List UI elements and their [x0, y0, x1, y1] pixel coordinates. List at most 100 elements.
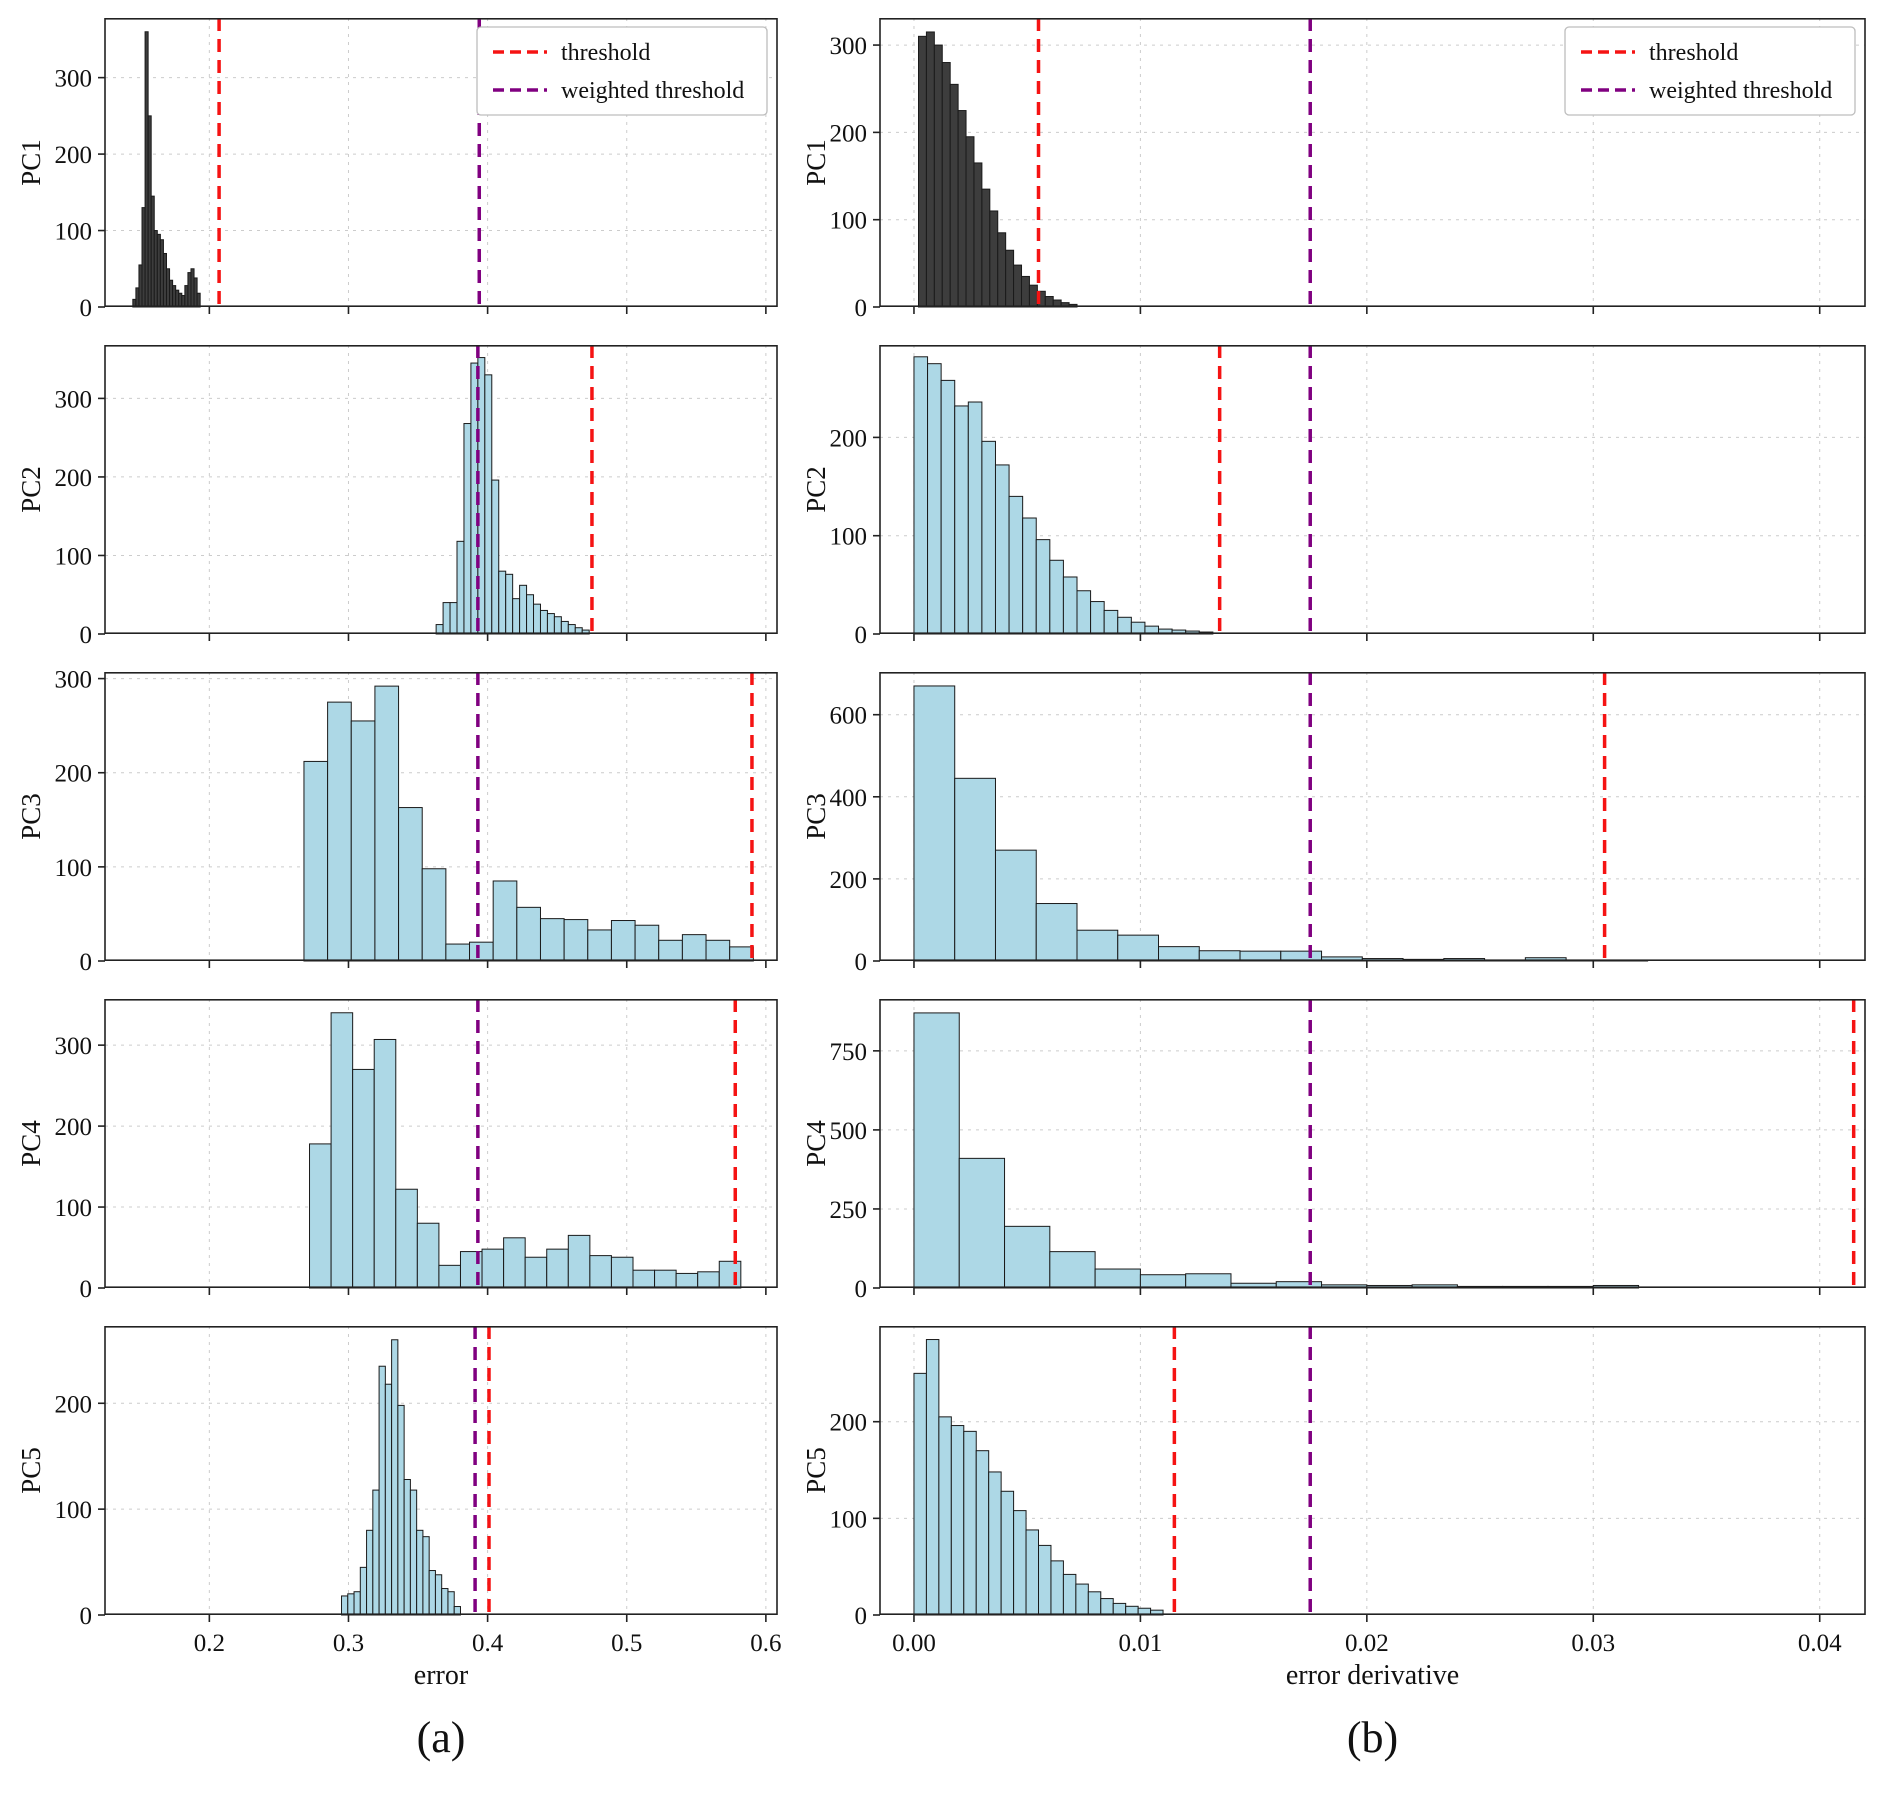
histogram-bar: [330, 1012, 354, 1289]
histogram-bar: [1050, 1560, 1064, 1616]
y-tick-label: 200: [830, 425, 868, 452]
histogram-bar: [913, 1012, 960, 1289]
histogram-bar: [395, 1188, 418, 1289]
caption-b: (b): [1346, 1713, 1399, 1762]
y-tick-label: 250: [830, 1197, 868, 1224]
histogram-bar: [1090, 601, 1105, 635]
axes-frame: [879, 1326, 1866, 1615]
histogram-a-pc2: 0 100 200 300 PC2: [16, 345, 778, 649]
y-tick-label: 200: [55, 1114, 93, 1141]
histogram-bar: [327, 701, 352, 962]
histogram-bar: [581, 629, 590, 635]
histogram-bar: [610, 920, 636, 962]
x-tick-label: 0.5: [611, 1630, 642, 1657]
histogram-bar: [469, 941, 494, 962]
histogram-bar: [442, 602, 451, 635]
subplot-a-pc5: 0 100 200 0.2 0.3 0.4 0.5 0.6 PC5: [10, 1326, 790, 1657]
y-tick-label: 750: [830, 1039, 868, 1066]
y-axis-label: PC3: [801, 793, 831, 840]
histogram-bar: [1025, 1529, 1040, 1616]
histogram-bar: [1117, 934, 1160, 962]
histogram-bar: [428, 1570, 436, 1616]
y-tick-label: 200: [830, 1410, 868, 1437]
histogram-bars: [913, 1012, 1640, 1289]
histogram-bar: [589, 1255, 612, 1289]
y-tick-label: 200: [55, 465, 93, 492]
histogram-a-pc4: 0 100 200 300 PC4: [16, 999, 778, 1303]
histogram-bar: [492, 880, 518, 962]
histogram-bar: [512, 598, 521, 635]
y-axis-label: PC4: [801, 1120, 831, 1167]
axes-frame: [104, 999, 778, 1288]
subplot-a-pc2: 0 100 200 300 PC2: [10, 345, 790, 649]
legend-box: [476, 26, 768, 116]
histogram-bar: [347, 1593, 355, 1616]
histogram-bar: [941, 62, 951, 308]
histogram-bar: [949, 83, 959, 308]
histogram-bar: [634, 924, 660, 962]
histogram-bar: [503, 1237, 526, 1289]
y-axis-label: PC5: [801, 1447, 831, 1494]
histogram-bar: [352, 1068, 375, 1289]
histogram-bar: [453, 1606, 461, 1616]
histogram-bar: [416, 1222, 440, 1289]
y-axis-label: PC5: [16, 1447, 46, 1494]
histogram-bar: [441, 1588, 449, 1616]
histogram-bar: [516, 906, 541, 962]
y-axis-label: PC3: [16, 793, 46, 840]
histogram-bar: [938, 1416, 952, 1616]
histogram-bar: [675, 1272, 699, 1289]
histogram-bar: [1139, 1274, 1187, 1289]
histogram-bar: [505, 573, 514, 635]
y-tick-label: 100: [830, 208, 868, 235]
histogram-bar: [553, 616, 562, 635]
legend-threshold-label: threshold: [1649, 40, 1738, 66]
histogram-bar: [1130, 621, 1146, 635]
legend: threshold weighted threshold: [1564, 26, 1856, 116]
histogram-a-pc3: 0 100 200 300 PC3: [16, 667, 778, 976]
y-tick-label: 0: [855, 295, 868, 322]
histogram-bar: [546, 1248, 569, 1289]
y-tick-label: 200: [55, 142, 93, 169]
y-tick-label: 100: [55, 543, 93, 570]
histogram-bar: [950, 1425, 965, 1616]
y-axis-label: PC4: [16, 1120, 46, 1167]
histogram-bar: [438, 1264, 461, 1289]
axes-frame: [879, 18, 1866, 307]
histogram-bar: [989, 210, 999, 308]
histogram-bar: [658, 939, 683, 962]
histogram-bar: [954, 405, 969, 635]
legend-threshold-label: threshold: [561, 40, 650, 66]
histogram-bar: [994, 849, 1037, 962]
y-tick-label: 0: [855, 1276, 868, 1303]
histogram-bar: [1280, 950, 1323, 962]
histogram-bar: [654, 1269, 677, 1289]
y-tick-label: 100: [55, 1497, 93, 1524]
histogram-bar: [378, 1365, 386, 1616]
histogram-bar: [1049, 559, 1064, 635]
y-tick-label: 300: [55, 1033, 93, 1060]
histogram-bar: [1158, 946, 1200, 962]
histogram-bars: [309, 1012, 742, 1289]
x-tick-label: 0.6: [750, 1630, 781, 1657]
histogram-bar: [587, 929, 612, 962]
histogram-bar: [1005, 249, 1015, 308]
y-axis-label: PC2: [801, 466, 831, 513]
histogram-bar: [398, 807, 423, 962]
subplot-b-pc4: 0 250 500 750 PC4: [795, 999, 1887, 1303]
y-tick-label: 100: [55, 855, 93, 882]
y-axis-label: PC2: [16, 466, 46, 513]
axes-frame: [104, 672, 778, 961]
subplot-a-pc3: 0 100 200 300 PC3: [10, 667, 790, 976]
histogram-bar: [350, 720, 376, 962]
y-tick-label: 0: [80, 1276, 93, 1303]
histogram-bar: [1100, 1598, 1114, 1616]
x-tick-label: 0.00: [892, 1630, 936, 1657]
histogram-bar: [1062, 576, 1078, 635]
y-tick-label: 500: [830, 1118, 868, 1145]
histogram-bar: [925, 1339, 940, 1616]
histogram-b-pc1: 0 100 200 300 PC1 threshold weighted threshold: [801, 18, 1866, 322]
axes-frame: [104, 18, 778, 307]
x-tick-label: 0.01: [1119, 1630, 1163, 1657]
